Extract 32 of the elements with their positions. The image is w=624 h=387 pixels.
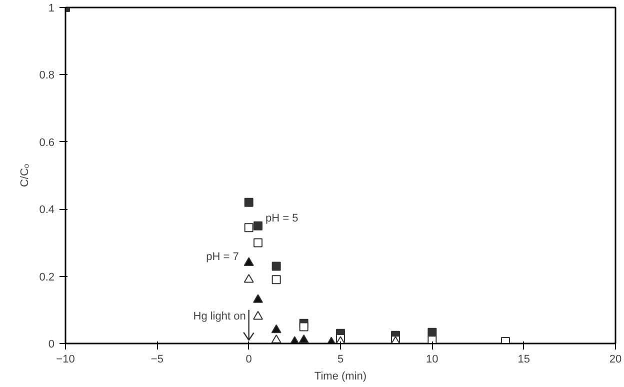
y-tick-label: 0.2: [39, 271, 55, 284]
point: [298, 334, 309, 344]
ref-line-label: Hg light on: [193, 310, 246, 323]
x-tick-label: 0: [246, 354, 252, 366]
x-tick-label: 10: [426, 354, 438, 366]
x-tick-label: −5: [150, 354, 164, 366]
x-tick-label: −10: [56, 354, 75, 366]
point: [299, 322, 308, 332]
point: [271, 324, 282, 334]
point: [253, 310, 263, 320]
y-tick-label: 0.4: [39, 204, 55, 216]
point: [272, 262, 281, 271]
point: [244, 198, 254, 207]
y-tick-label: 0: [48, 338, 55, 350]
series-label: pH = 7: [206, 250, 239, 263]
point: [244, 274, 254, 283]
x-tick-label: 5: [337, 354, 344, 366]
y-tick-label: 0.6: [39, 136, 55, 149]
x-tick-label: 15: [518, 354, 530, 366]
point: [244, 223, 254, 232]
x-tick-label: 20: [609, 354, 622, 366]
point: [272, 275, 281, 284]
x-axis-title: Time (min): [314, 370, 367, 382]
point: [271, 334, 282, 344]
y-tick-label: 1: [48, 2, 55, 14]
point: [254, 221, 262, 230]
y-tick-label: 0.8: [39, 70, 55, 82]
series-label: pH = 5: [265, 212, 298, 224]
y-axis-title: C/Cₒ: [19, 164, 32, 188]
point: [244, 257, 254, 266]
point: [254, 238, 262, 248]
point: [253, 294, 263, 303]
